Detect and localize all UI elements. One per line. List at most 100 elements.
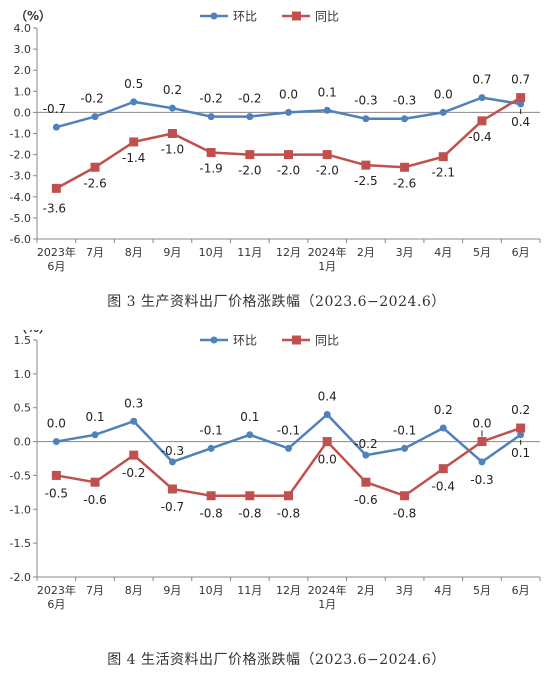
data-label: -0.3 xyxy=(354,94,377,108)
data-label: -0.8 xyxy=(199,507,222,521)
x-tick-label: 8月 xyxy=(125,584,143,597)
chart-consumer-goods: （%）环比同比1.51.00.50.0-0.5-1.0-1.5-2.02023年… xyxy=(0,320,553,630)
y-tick-label: -2.0 xyxy=(10,571,31,584)
y-tick-label: -4.0 xyxy=(10,191,31,204)
data-label: -1.0 xyxy=(161,143,184,157)
data-label: 0.4 xyxy=(511,115,530,129)
x-tick-label: 8月 xyxy=(125,246,143,259)
data-label: -0.3 xyxy=(470,473,493,487)
y-tick-label: 0.5 xyxy=(14,402,32,415)
legend-marker xyxy=(292,335,301,345)
data-label: -0.5 xyxy=(45,486,68,500)
x-tick-label: 6月 xyxy=(512,246,530,259)
x-tick-label: 6月 xyxy=(512,584,530,597)
x-tick-label: 6月 xyxy=(47,260,65,273)
data-label: 0.0 xyxy=(472,417,491,431)
x-tick-label: 2月 xyxy=(357,584,375,597)
x-tick-label: 5月 xyxy=(473,584,491,597)
data-label: -0.7 xyxy=(43,102,66,116)
x-tick-label: 6月 xyxy=(47,598,65,611)
x-tick-label: 11月 xyxy=(237,246,262,259)
data-point xyxy=(90,477,100,487)
data-point xyxy=(400,162,410,172)
x-tick-label: 2月 xyxy=(357,246,375,259)
chart-svg: （%）环比同比1.51.00.50.0-0.5-1.0-1.5-2.02023年… xyxy=(10,320,541,611)
data-point xyxy=(245,150,255,160)
data-label: 0.0 xyxy=(434,87,453,101)
data-label: -0.4 xyxy=(432,480,455,494)
legend-label: 环比 xyxy=(233,10,257,24)
y-tick-label: -1.0 xyxy=(10,503,31,516)
y-tick-label: 2.0 xyxy=(14,64,32,77)
data-point xyxy=(52,438,60,446)
x-tick-label: 10月 xyxy=(199,246,224,259)
data-label: -0.7 xyxy=(161,500,184,514)
x-tick-label: 9月 xyxy=(163,246,181,259)
x-tick-label: 7月 xyxy=(86,246,104,259)
chart-producer-goods: （%） 环比 同比 4.0 3.0 2.0 1.0 0.0 -1.0 -2.0 -3.0 -4.0 -5… xyxy=(0,0,553,300)
y-tick-label: -5.0 xyxy=(10,212,31,225)
data-label: 0.5 xyxy=(124,77,143,91)
y-tick-label: 0.0 xyxy=(14,436,32,449)
x-tick-label: 3月 xyxy=(396,246,414,259)
data-label: -2.0 xyxy=(315,164,338,178)
data-point xyxy=(438,152,448,162)
x-tick-label: 2024年 xyxy=(308,245,347,259)
data-point xyxy=(246,431,254,439)
data-label: 0.4 xyxy=(318,389,337,403)
data-label: -0.2 xyxy=(238,92,261,106)
x-tick-label: 9月 xyxy=(163,584,181,597)
data-point xyxy=(91,113,99,121)
x-tick-label: 2023年 xyxy=(37,245,76,259)
data-point xyxy=(323,106,331,114)
data-point xyxy=(129,450,139,460)
data-point xyxy=(284,491,293,501)
data-label: 0.0 xyxy=(279,87,298,101)
data-point xyxy=(168,458,176,466)
data-point xyxy=(129,137,139,147)
data-label: 0.7 xyxy=(511,73,530,87)
data-point xyxy=(51,470,61,480)
data-point xyxy=(439,424,447,432)
y-tick-label: -3.0 xyxy=(10,170,31,183)
data-point xyxy=(439,108,447,116)
x-tick-label: 2024年 xyxy=(308,583,347,597)
y-tick-label: -1.0 xyxy=(10,128,31,141)
data-point xyxy=(477,116,487,126)
y-tick-label: 1.0 xyxy=(14,368,32,381)
y-tick-label: 1.0 xyxy=(14,85,32,98)
data-point xyxy=(206,147,216,157)
data-label: 0.1 xyxy=(240,410,259,424)
data-point xyxy=(517,431,525,439)
x-tick-label: 12月 xyxy=(276,246,301,259)
data-label: 0.2 xyxy=(511,403,530,417)
data-point xyxy=(167,484,177,494)
data-label: -0.3 xyxy=(161,444,184,458)
data-label: 0.0 xyxy=(47,417,66,431)
x-tick-label: 7月 xyxy=(86,584,104,597)
data-label: -2.0 xyxy=(277,164,300,178)
data-point xyxy=(477,437,487,447)
data-point xyxy=(362,451,370,459)
x-tick-label: 1月 xyxy=(318,260,336,273)
data-point xyxy=(285,444,292,452)
data-point xyxy=(478,458,486,466)
y-tick-label: 1.5 xyxy=(14,334,32,347)
data-point xyxy=(401,115,409,123)
data-label: 0.2 xyxy=(163,83,182,97)
data-point xyxy=(246,113,254,121)
data-label: -2.1 xyxy=(432,166,455,180)
data-point xyxy=(285,108,292,116)
y-unit-label: （%） xyxy=(15,8,51,23)
data-point xyxy=(323,410,331,418)
legend-marker xyxy=(210,12,218,20)
x-tick-label: 3月 xyxy=(396,584,414,597)
data-point xyxy=(361,160,371,170)
data-point xyxy=(245,491,255,501)
data-point xyxy=(322,150,332,160)
data-label: -0.2 xyxy=(199,92,222,106)
y-tick-label: -2.0 xyxy=(10,149,31,162)
data-point xyxy=(51,183,61,193)
x-tick-label: 11月 xyxy=(237,584,262,597)
data-label: -0.8 xyxy=(238,507,261,521)
